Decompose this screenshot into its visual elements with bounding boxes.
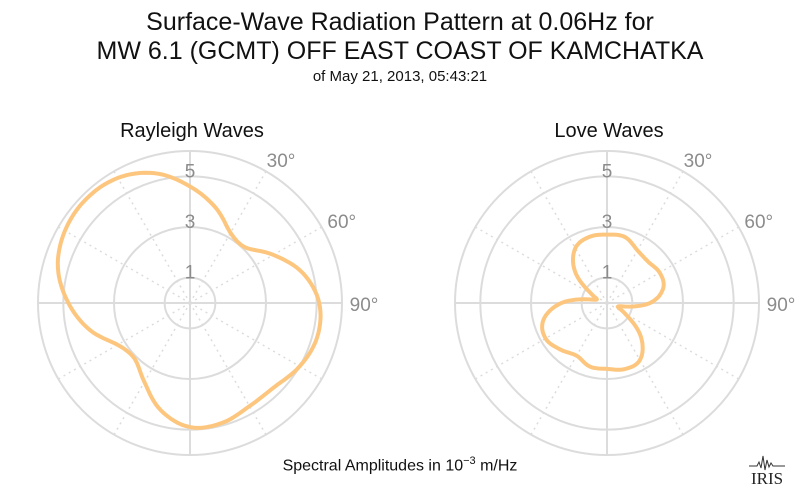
rayleigh-radial-tick-1: 1 xyxy=(185,263,196,284)
love-ring-3 xyxy=(530,226,684,380)
amplitude-units-caption: Spectral Amplitudes in 10−3 m/Hz xyxy=(0,455,800,475)
love-radial-tick-3: 3 xyxy=(602,212,613,233)
love-radiation-pattern-line xyxy=(540,232,666,372)
caption-suffix: m/Hz xyxy=(475,457,518,475)
rayleigh-angle-tick-60: 60° xyxy=(327,212,356,233)
rayleigh-radiation-pattern-line xyxy=(55,170,323,430)
title-line-2: MW 6.1 (GCMT) OFF EAST COAST OF KAMCHATK… xyxy=(96,37,704,65)
love-radial-tick-1: 1 xyxy=(602,263,613,284)
love-outer-ring xyxy=(454,150,760,456)
love-angle-tick-90: 90° xyxy=(767,295,796,316)
love-ring-5 xyxy=(479,175,735,431)
rayleigh-angle-tick-30: 30° xyxy=(267,151,296,172)
love-angle-tick-60: 60° xyxy=(744,212,773,233)
iris-logo-text: IRIS xyxy=(751,469,783,488)
rayleigh-ring-1 xyxy=(163,276,217,330)
title-date: of May 21, 2013, 05:43:21 xyxy=(312,68,488,85)
rayleigh-angle-tick-90: 90° xyxy=(350,295,379,316)
love-radial-tick-5: 5 xyxy=(602,161,613,182)
love-ring-1 xyxy=(580,276,634,330)
rayleigh-panel-title: Rayleigh Waves xyxy=(120,120,264,142)
caption-prefix: Spectral Amplitudes in 10 xyxy=(282,457,464,475)
rayleigh-radial-tick-3: 3 xyxy=(185,212,196,233)
caption-exponent: −3 xyxy=(463,455,476,467)
rayleigh-radial-tick-5: 5 xyxy=(185,161,196,182)
love-angle-tick-30: 30° xyxy=(684,151,713,172)
rayleigh-outer-ring xyxy=(37,150,343,456)
figure-title: Surface-Wave Radiation Pattern at 0.06Hz… xyxy=(0,8,800,86)
seismogram-icon xyxy=(749,455,785,471)
title-line-1: Surface-Wave Radiation Pattern at 0.06Hz… xyxy=(146,8,654,36)
rayleigh-ring-3 xyxy=(113,226,267,380)
iris-logo: IRIS xyxy=(749,455,785,488)
love-panel-title: Love Waves xyxy=(554,120,664,142)
rayleigh-ring-5 xyxy=(62,175,318,431)
